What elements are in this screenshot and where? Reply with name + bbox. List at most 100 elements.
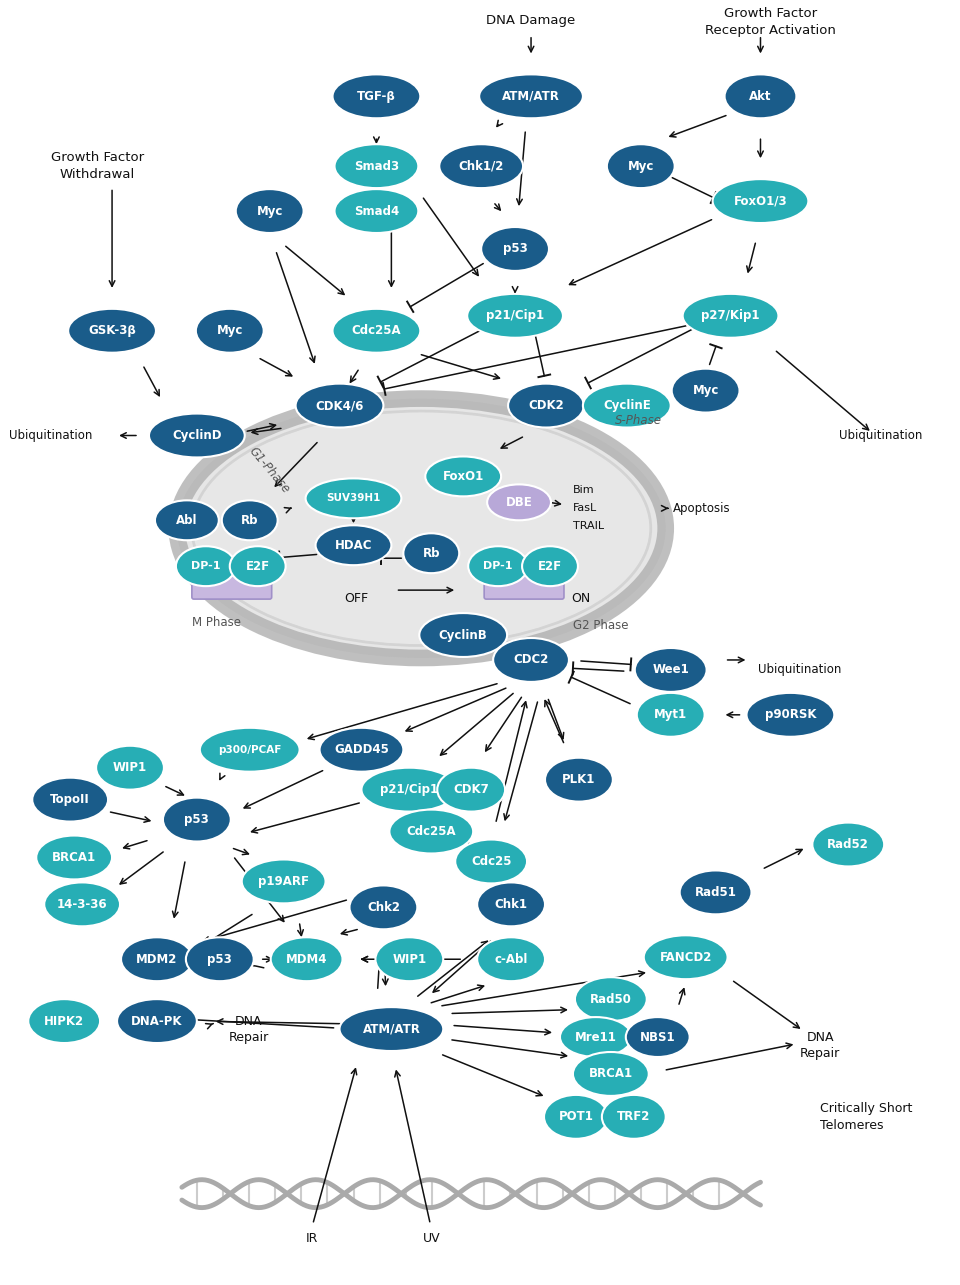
Text: Ubiquitination: Ubiquitination (758, 663, 842, 676)
Ellipse shape (487, 484, 551, 520)
Text: FasL: FasL (573, 504, 597, 513)
Ellipse shape (334, 189, 419, 233)
Ellipse shape (403, 533, 459, 573)
Text: Chk2: Chk2 (367, 901, 400, 914)
Ellipse shape (96, 745, 164, 790)
Text: Rb: Rb (422, 546, 440, 560)
Text: Repair: Repair (228, 1031, 269, 1043)
Text: GSK-3β: GSK-3β (88, 324, 136, 337)
Ellipse shape (176, 546, 236, 586)
Text: OFF: OFF (345, 591, 369, 605)
Text: G2 Phase: G2 Phase (573, 618, 629, 631)
Text: Receptor Activation: Receptor Activation (705, 23, 836, 36)
Text: 14-3-36: 14-3-36 (57, 898, 108, 911)
Ellipse shape (192, 411, 651, 645)
Text: Myt1: Myt1 (654, 708, 687, 721)
Text: Critically Short: Critically Short (821, 1103, 913, 1115)
Text: Repair: Repair (801, 1046, 840, 1060)
Text: DP-1: DP-1 (191, 562, 221, 572)
Text: CDK7: CDK7 (453, 783, 489, 797)
Ellipse shape (340, 1007, 444, 1051)
Ellipse shape (186, 937, 253, 982)
Text: NBS1: NBS1 (640, 1031, 676, 1043)
Text: E2F: E2F (538, 560, 562, 573)
Text: Chk1/2: Chk1/2 (459, 159, 504, 172)
Ellipse shape (332, 308, 420, 352)
Ellipse shape (481, 227, 549, 271)
Text: CyclinB: CyclinB (439, 628, 488, 641)
Text: PLK1: PLK1 (563, 774, 595, 786)
Ellipse shape (583, 384, 671, 428)
Ellipse shape (33, 777, 108, 821)
Ellipse shape (508, 384, 584, 428)
Text: p53: p53 (184, 813, 209, 826)
Text: Myc: Myc (217, 324, 243, 337)
Text: Bim: Bim (573, 486, 594, 496)
Text: Growth Factor: Growth Factor (724, 6, 817, 19)
Ellipse shape (522, 546, 578, 586)
Text: BRCA1: BRCA1 (588, 1068, 633, 1081)
Text: DNA: DNA (806, 1031, 834, 1043)
Text: DP-1: DP-1 (484, 562, 513, 572)
Text: Telomeres: Telomeres (821, 1119, 884, 1132)
Ellipse shape (440, 144, 523, 188)
Text: p19ARF: p19ARF (258, 875, 309, 888)
Ellipse shape (349, 885, 418, 929)
Ellipse shape (36, 835, 112, 879)
Text: ATM/ATR: ATM/ATR (363, 1023, 420, 1036)
Ellipse shape (375, 937, 444, 982)
Ellipse shape (236, 189, 303, 233)
Ellipse shape (680, 870, 752, 915)
Ellipse shape (420, 613, 507, 657)
Text: CyclinD: CyclinD (172, 429, 222, 442)
Text: Rad51: Rad51 (695, 885, 736, 899)
Text: Myc: Myc (692, 384, 719, 397)
Ellipse shape (196, 308, 264, 352)
Text: CDK2: CDK2 (528, 400, 564, 412)
Text: p300/PCAF: p300/PCAF (218, 745, 281, 754)
Text: IR: IR (305, 1232, 318, 1245)
Text: E2F: E2F (246, 560, 270, 573)
Text: DNA-PK: DNA-PK (132, 1015, 182, 1028)
Text: Rad52: Rad52 (828, 838, 869, 851)
Ellipse shape (455, 839, 527, 883)
Ellipse shape (602, 1095, 665, 1139)
Ellipse shape (332, 75, 420, 118)
Ellipse shape (316, 526, 392, 565)
Text: p21/Cip1: p21/Cip1 (380, 783, 439, 797)
Text: POT1: POT1 (559, 1110, 593, 1123)
Ellipse shape (468, 546, 528, 586)
Text: p27/Kip1: p27/Kip1 (702, 310, 759, 323)
Ellipse shape (200, 727, 300, 772)
FancyBboxPatch shape (484, 571, 564, 599)
Text: Rad50: Rad50 (589, 992, 632, 1006)
Text: SUV39H1: SUV39H1 (326, 493, 381, 504)
Ellipse shape (117, 1000, 197, 1043)
Text: Chk1: Chk1 (494, 898, 528, 911)
Ellipse shape (437, 767, 505, 812)
Text: FANCD2: FANCD2 (660, 951, 712, 964)
Text: DBE: DBE (506, 496, 533, 509)
Text: G1-Phase: G1-Phase (247, 445, 293, 496)
Ellipse shape (493, 639, 569, 682)
Ellipse shape (477, 937, 545, 982)
Ellipse shape (644, 935, 728, 979)
Ellipse shape (362, 767, 457, 812)
Ellipse shape (683, 294, 779, 338)
Ellipse shape (149, 414, 245, 457)
Ellipse shape (635, 648, 707, 691)
Ellipse shape (229, 546, 286, 586)
Text: HDAC: HDAC (335, 538, 372, 551)
Text: c-Abl: c-Abl (494, 952, 528, 966)
Text: Growth Factor: Growth Factor (51, 152, 144, 164)
Ellipse shape (68, 308, 156, 352)
Ellipse shape (163, 798, 230, 842)
Text: CDK4/6: CDK4/6 (315, 400, 364, 412)
Text: FoxO1: FoxO1 (443, 470, 484, 483)
Text: Rb: Rb (241, 514, 258, 527)
Text: MDM2: MDM2 (136, 952, 178, 966)
Text: p90RSK: p90RSK (765, 708, 816, 721)
Text: WIP1: WIP1 (393, 952, 426, 966)
Ellipse shape (479, 75, 583, 118)
Text: Myc: Myc (256, 204, 283, 217)
